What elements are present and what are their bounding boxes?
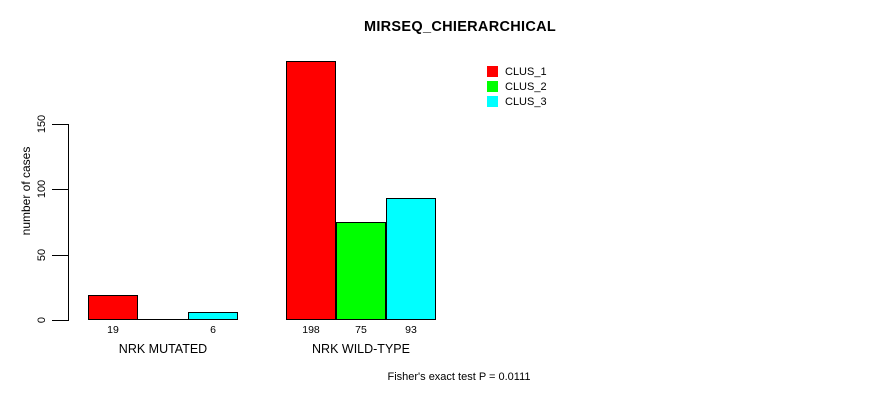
y-tick-label: 0 [36, 316, 48, 324]
fisher-test-annotation: Fisher's exact test P = 0.0111 [387, 371, 531, 383]
bar-value-label: 6 [210, 324, 216, 336]
bar-clus_3 [188, 312, 238, 320]
bar-clus_1 [88, 295, 138, 320]
legend: CLUS_1 CLUS_2 CLUS_3 [487, 64, 547, 109]
bar-value-label: 93 [405, 324, 417, 336]
legend-swatch-clus_2 [487, 81, 498, 92]
y-tick-label: 100 [36, 179, 48, 199]
y-tick-label: 150 [36, 114, 48, 134]
bar-value-label: 75 [355, 324, 367, 336]
bar-clus_2 [336, 222, 386, 320]
bar-value-label: 19 [107, 324, 119, 336]
bar-clus_1 [286, 61, 336, 320]
x-category-label-wild-type: NRK WILD-TYPE [312, 342, 410, 356]
legend-label-clus_2: CLUS_2 [505, 80, 547, 93]
x-category-label-mutated: NRK MUTATED [118, 342, 208, 356]
y-tick [52, 320, 68, 321]
y-tick [52, 255, 68, 256]
legend-label-clus_1: CLUS_1 [505, 65, 547, 78]
legend-label-clus_3: CLUS_3 [505, 95, 547, 108]
bar-clus_3 [386, 198, 436, 320]
y-tick [52, 189, 68, 190]
y-tick-label: 50 [36, 248, 48, 262]
bar-value-label: 198 [302, 324, 320, 336]
y-axis-line [68, 124, 69, 321]
legend-swatch-clus_3 [487, 96, 498, 107]
chart-title: MIRSEQ_CHIERARCHICAL [363, 19, 557, 35]
legend-row-clus_2: CLUS_2 [487, 79, 547, 94]
legend-swatch-clus_1 [487, 66, 498, 77]
y-axis-title: number of cases [19, 146, 33, 236]
y-tick [52, 124, 68, 125]
bar-clus_2-zero [138, 319, 188, 320]
legend-row-clus_1: CLUS_1 [487, 64, 547, 79]
legend-row-clus_3: CLUS_3 [487, 94, 547, 109]
